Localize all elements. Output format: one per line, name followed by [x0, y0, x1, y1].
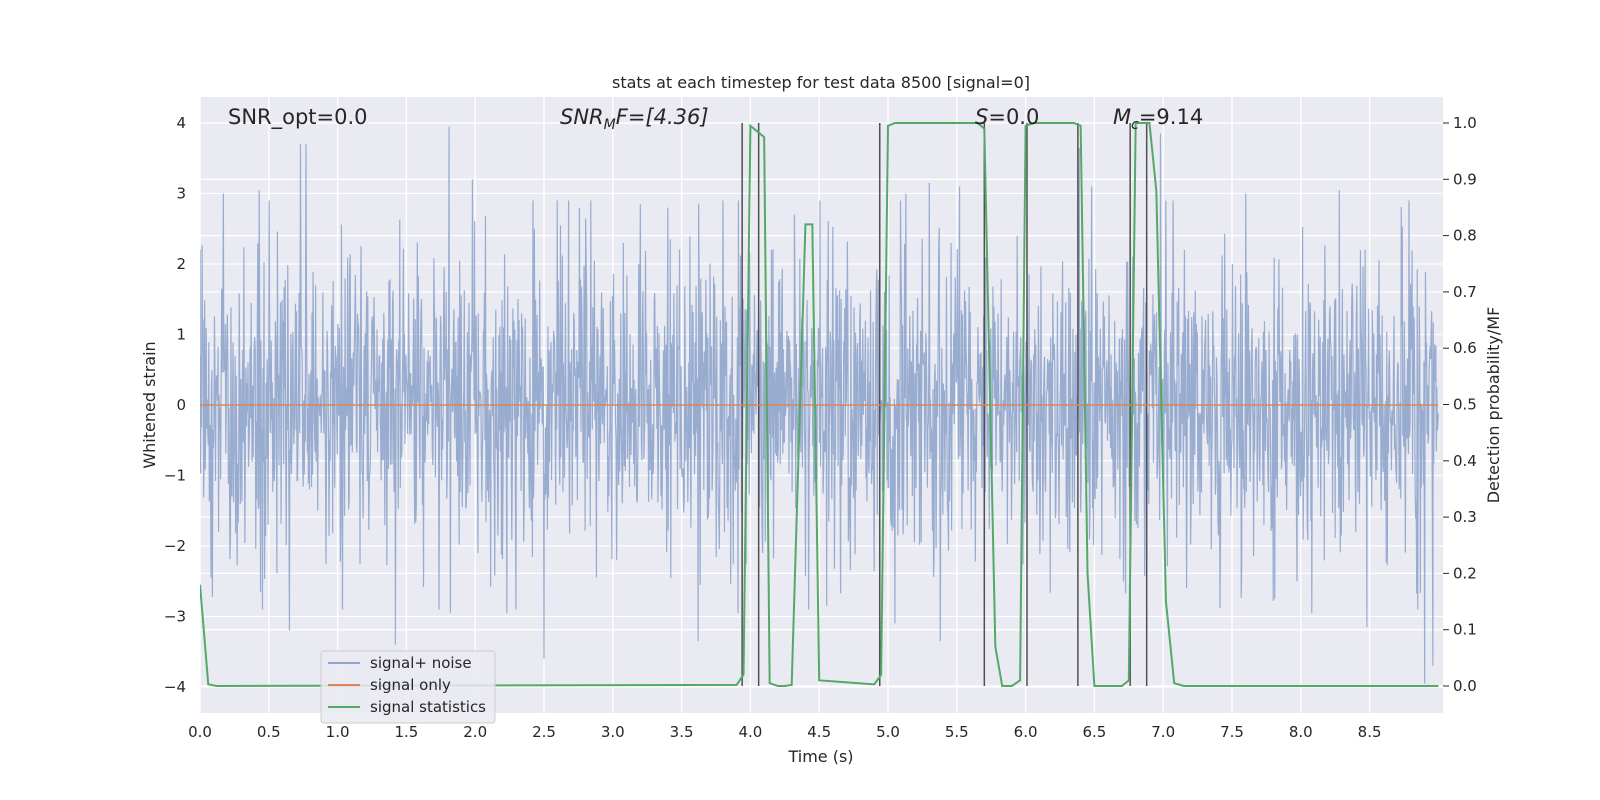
- y-right-axis-label: Detection probability/MF: [1484, 307, 1503, 504]
- y-right-tick-label: 0.6: [1453, 339, 1477, 357]
- x-tick-label: 2.5: [532, 723, 556, 741]
- y-right-tick-label: 0.8: [1453, 227, 1477, 245]
- y-right-axis-ticks: 1.0 0.9 0.8 0.7 0.6 0.5 0.4 0.3 0.2 0.1 0.0: [1443, 114, 1477, 695]
- y-right-tick-label: 0.7: [1453, 283, 1477, 301]
- y-right-tick-label: 1.0: [1453, 114, 1477, 132]
- annotation-snr-mf-tail: F=[4.36]: [616, 105, 709, 129]
- signal-statistics-series: [200, 122, 1439, 688]
- x-tick-label: 2.0: [463, 723, 487, 741]
- legend-label-signal-statistics: signal statistics: [370, 698, 486, 716]
- signal-statistics-line: [200, 122, 1439, 688]
- x-tick-label: 6.0: [1014, 723, 1038, 741]
- annotation-s-main: S: [975, 105, 988, 129]
- x-tick-label: 5.0: [876, 723, 900, 741]
- y-right-tick-label: 0.9: [1453, 170, 1477, 188]
- y-tick-label: −3: [164, 608, 186, 626]
- signal-noise-series: [200, 126, 1439, 684]
- x-tick-label: 0.5: [257, 723, 281, 741]
- annotation-snr-opt: SNR_opt=0.0: [228, 105, 368, 130]
- y-axis-ticks: 4 3 2 1 0 −1 −2 −3 −4: [164, 114, 186, 696]
- annotation-snr-mf-main: SNR: [560, 105, 604, 129]
- x-tick-label: 8.0: [1289, 723, 1313, 741]
- y-tick-label: 2: [176, 255, 186, 273]
- y-right-tick-label: 0.4: [1453, 452, 1477, 470]
- x-axis-ticks: 0.0 0.5 1.0 1.5 2.0 2.5 3.0 3.5 4.0 4.5 5.0 5.5 6.0 6…: [188, 723, 1381, 741]
- chart-title: stats at each timestep for test data 850…: [612, 73, 1030, 92]
- x-tick-label: 1.5: [394, 723, 418, 741]
- legend: signal+ noise signal only signal statist…: [320, 650, 496, 724]
- y-right-tick-label: 0.1: [1453, 621, 1477, 639]
- x-tick-label: 3.5: [670, 723, 694, 741]
- x-tick-label: 4.5: [807, 723, 831, 741]
- y-tick-label: 1: [176, 326, 186, 344]
- x-tick-label: 3.0: [601, 723, 625, 741]
- annotation-s-tail: =0.0: [988, 105, 1039, 129]
- legend-box: [320, 650, 496, 724]
- x-tick-label: 0.0: [188, 723, 212, 741]
- annotation-mc: Mc=9.14: [1113, 105, 1203, 133]
- signal-noise-line: [200, 126, 1439, 684]
- y-right-tick-label: 0.2: [1453, 564, 1477, 582]
- y-tick-label: 3: [176, 185, 186, 203]
- y-tick-label: 0: [176, 396, 186, 414]
- annotation-s: S=0.0: [975, 105, 1039, 129]
- annotation-mc-main: M: [1113, 105, 1131, 129]
- legend-label-signal-noise: signal+ noise: [370, 654, 472, 672]
- y-tick-label: −4: [164, 678, 186, 696]
- annotation-mc-tail: =9.14: [1139, 105, 1203, 129]
- annotation-mc-sub: c: [1131, 117, 1139, 133]
- y-tick-label: −1: [164, 467, 186, 485]
- x-tick-label: 5.5: [945, 723, 969, 741]
- legend-label-signal-only: signal only: [370, 676, 451, 694]
- x-tick-label: 4.0: [738, 723, 762, 741]
- x-tick-label: 6.5: [1082, 723, 1106, 741]
- x-tick-label: 1.0: [326, 723, 350, 741]
- y-axis-label: Whitened strain: [140, 341, 159, 468]
- y-tick-label: 4: [176, 114, 186, 132]
- x-tick-label: 8.5: [1358, 723, 1382, 741]
- x-tick-label: 7.0: [1151, 723, 1175, 741]
- y-right-tick-label: 0.3: [1453, 508, 1477, 526]
- y-tick-label: −2: [164, 537, 186, 555]
- annotation-snr-mf: SNRMF=[4.36]: [560, 105, 709, 133]
- y-right-tick-label: 0.5: [1453, 396, 1477, 414]
- y-right-tick-label: 0.0: [1453, 677, 1477, 695]
- annotation-snr-mf-sub: M: [604, 117, 616, 133]
- x-axis-label: Time (s): [787, 747, 853, 766]
- x-tick-label: 7.5: [1220, 723, 1244, 741]
